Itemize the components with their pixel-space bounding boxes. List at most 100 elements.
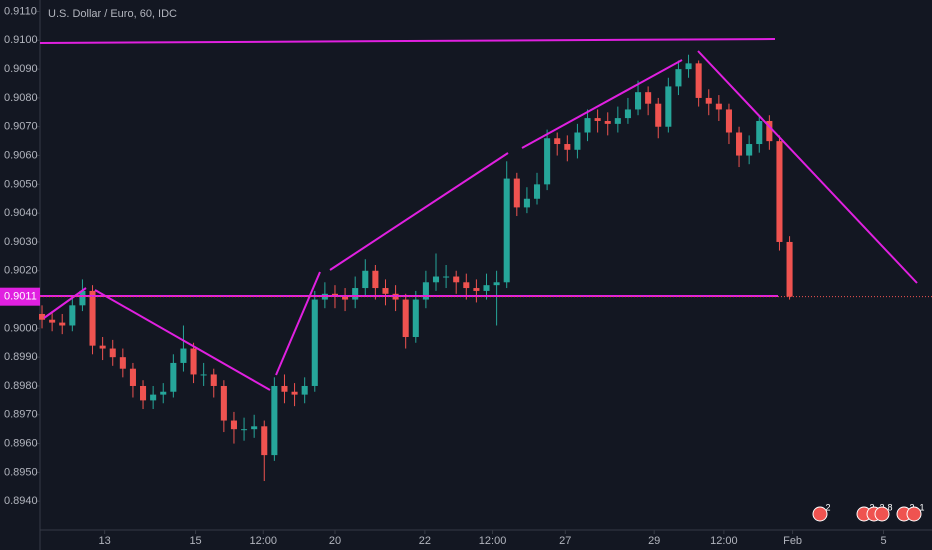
candle-body — [453, 276, 460, 283]
candle-body — [89, 290, 96, 346]
candle-body — [261, 426, 268, 456]
candle-body — [776, 141, 783, 242]
y-tick-label: 0.8970 — [4, 409, 38, 421]
candle-body — [200, 374, 207, 376]
x-tick-label: 5 — [880, 535, 886, 547]
candle-body — [756, 120, 763, 145]
candle-body — [59, 322, 66, 326]
candle-body — [655, 103, 662, 127]
candle-body — [645, 92, 652, 104]
event-count: 1 — [919, 502, 924, 512]
x-tick-label: 12:00 — [249, 535, 277, 547]
trendline — [43, 287, 87, 319]
candle-body — [220, 385, 227, 421]
candle-body — [493, 282, 500, 286]
y-tick-label: 0.8940 — [4, 495, 38, 507]
candle-body — [119, 357, 126, 369]
candle-body — [271, 385, 278, 456]
candle-body — [473, 288, 480, 291]
candle-body — [624, 109, 631, 119]
candle-body — [746, 144, 753, 156]
candle-body — [372, 270, 379, 289]
candle-body — [554, 138, 561, 145]
candle-body — [725, 109, 732, 133]
candle-body — [180, 348, 187, 363]
y-tick-label: 0.8950 — [4, 466, 38, 478]
candle-body — [574, 132, 581, 150]
y-tick-label: 0.9040 — [4, 207, 38, 219]
x-tick-label: 13 — [99, 535, 111, 547]
candle-body — [635, 92, 642, 110]
candle-body — [463, 282, 470, 289]
trendline — [521, 59, 683, 149]
y-tick-label: 0.9110 — [4, 5, 37, 17]
y-tick-label: 0.8990 — [4, 351, 38, 363]
candle-body — [251, 426, 258, 430]
y-tick-label: 0.9050 — [4, 178, 38, 190]
candle-body — [715, 103, 722, 110]
candle-body — [38, 313, 46, 320]
candle-body — [230, 420, 237, 430]
candle-body — [291, 391, 298, 395]
candle-body — [79, 290, 86, 306]
y-tick-label: 0.9020 — [4, 265, 38, 277]
candle-body — [129, 368, 136, 386]
x-tick-label: 12:00 — [710, 535, 738, 547]
candle-body — [402, 299, 409, 338]
candle-body — [170, 362, 177, 392]
candle-body — [665, 86, 672, 127]
candle-body — [382, 288, 389, 294]
x-tick-label: Feb — [783, 535, 802, 547]
x-tick-label: 27 — [559, 535, 571, 547]
chart-title: U.S. Dollar / Euro, 60, IDC — [48, 8, 177, 20]
x-tick-label: 29 — [648, 535, 660, 547]
candle-body — [362, 270, 369, 289]
last-price-label: 0.9011 — [4, 291, 37, 303]
x-tick-label: 22 — [419, 535, 431, 547]
candle-body — [190, 348, 197, 375]
candle-body — [685, 63, 692, 70]
candle-body — [443, 276, 450, 278]
candle-body — [150, 394, 157, 401]
candle-body — [160, 391, 167, 395]
y-tick-label: 0.9100 — [4, 34, 38, 46]
last-price-box — [0, 287, 40, 306]
candle-body — [241, 429, 248, 431]
candle-body — [69, 305, 76, 326]
candle-body — [705, 97, 712, 104]
trendline — [697, 50, 918, 284]
candle-body — [503, 178, 510, 283]
event-badge — [874, 506, 890, 522]
trendline — [94, 289, 271, 391]
candle-body — [412, 299, 419, 338]
candle-body — [432, 276, 440, 283]
y-tick-label: 0.8980 — [4, 380, 38, 392]
x-tick-label: 12:00 — [479, 535, 507, 547]
candle-body — [786, 241, 793, 297]
y-tick-label: 0.9060 — [4, 149, 38, 161]
candle-body — [533, 184, 541, 199]
candle-body — [695, 63, 702, 98]
candle-body — [422, 282, 429, 300]
candle-body — [301, 385, 308, 395]
trendlines — [39, 38, 918, 391]
y-tick-label: 0.9030 — [4, 236, 38, 248]
candle-body — [140, 385, 147, 401]
candle-body — [210, 374, 217, 386]
y-tick-label: 0.9000 — [4, 322, 38, 334]
event-count: 8 — [887, 502, 892, 512]
y-tick-label: 0.9080 — [4, 92, 38, 104]
candle-body — [99, 345, 106, 349]
candle-body — [352, 288, 359, 300]
trendline — [39, 38, 776, 44]
candle-body — [675, 69, 682, 87]
candle-body — [281, 385, 288, 392]
event-badge — [906, 506, 922, 522]
event-badge — [812, 506, 828, 522]
candle-body — [483, 285, 490, 291]
candle-body — [342, 296, 349, 300]
y-tick-label: 0.8960 — [4, 437, 38, 449]
candle-body — [109, 348, 116, 358]
